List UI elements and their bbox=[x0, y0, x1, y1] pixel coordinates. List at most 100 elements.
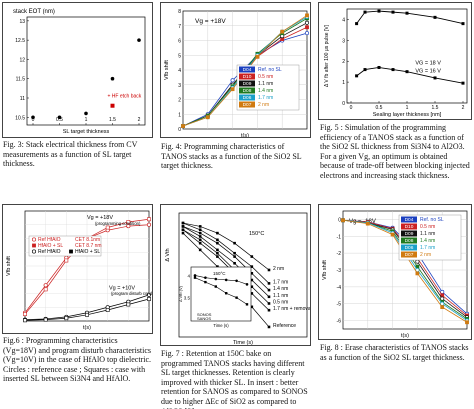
fig4-legend-key bbox=[239, 101, 255, 108]
fig5-ytick-label: 4 bbox=[342, 17, 345, 23]
fig7-point bbox=[216, 265, 219, 268]
fig3-title: stack EOT (nm) bbox=[13, 9, 55, 15]
fig7-insert-point bbox=[193, 276, 197, 279]
fig6-caption: Fig.6 : Programming characteristics (Vg=… bbox=[3, 336, 152, 384]
fig5-point bbox=[461, 81, 465, 85]
fig7-point bbox=[267, 302, 271, 305]
fig7-point bbox=[216, 248, 219, 252]
fig3-plot-frame bbox=[26, 16, 146, 126]
fig3-xtick-label: 2 bbox=[138, 117, 141, 123]
fig4-legend-name: 1.7 nm bbox=[258, 95, 273, 101]
fig6-chart: Vfb shift t(s) Vg = +18V(programming condi… bbox=[6, 210, 152, 331]
fig7-insert-point bbox=[204, 280, 207, 284]
fig7-point bbox=[267, 288, 271, 292]
fig3-xtick-label: 0 bbox=[32, 117, 35, 123]
fig7-plot-frame bbox=[178, 212, 308, 338]
fig6-point bbox=[126, 302, 131, 307]
fig7-insert-point bbox=[235, 279, 238, 283]
fig7-point bbox=[250, 278, 254, 282]
fig6-legend-box bbox=[28, 235, 102, 257]
fig4-point bbox=[255, 54, 260, 59]
fig3-ytick-label: 12 bbox=[19, 57, 25, 63]
fig3-point bbox=[137, 38, 141, 42]
fig6-panel: Vfb shift t(s) Vg = +18V (programming condi… bbox=[2, 204, 153, 334]
fig7-insert-ytick-label: 4 bbox=[187, 273, 190, 278]
fig4-legend-code: D09 bbox=[243, 81, 252, 87]
fig6-point bbox=[64, 316, 69, 321]
fig6-legend-name: HfAlO + SL bbox=[38, 243, 63, 249]
fig6-point bbox=[85, 312, 89, 317]
fig7-insert-ylabel: Δ Vfb (V) bbox=[178, 285, 183, 302]
fig3-xtick-label: 0.5 bbox=[56, 117, 63, 123]
fig7-insert-point bbox=[214, 277, 218, 281]
fig7-xlabel: Time (s) bbox=[233, 340, 253, 346]
fig7-series-line bbox=[182, 222, 270, 284]
fig7-series-line bbox=[182, 222, 270, 271]
fig6-point bbox=[23, 312, 27, 317]
fig5-chart: 0 1 2 3 4 0 0.5 1 1.5 2 Sealing layer thickness [n… bbox=[324, 8, 468, 118]
fig7-caption: Fig. 7 : Retention at 150C bake on progr… bbox=[161, 349, 308, 409]
fig7-point bbox=[250, 305, 254, 309]
fig8-legend-name: 0.5 nm bbox=[420, 224, 435, 230]
fig8-legend-code: D10 bbox=[405, 224, 414, 230]
fig8-point bbox=[415, 271, 420, 276]
fig8-legend-code: D09 bbox=[405, 231, 414, 237]
fig8-ylabel: Vfb shift bbox=[322, 260, 328, 280]
fig4-ytick-label: 1 bbox=[178, 112, 181, 118]
fig8-legend-code: D08 bbox=[405, 238, 414, 244]
fig7-point bbox=[216, 255, 219, 258]
fig4-legend-name: 2 nm bbox=[258, 102, 269, 108]
fig7-point bbox=[198, 228, 202, 232]
fig6-point bbox=[147, 217, 151, 222]
fig7-series-label: 1.1 nm bbox=[273, 293, 288, 299]
fig8-ytick-label: -2 bbox=[337, 251, 342, 257]
fig3-ytick-label: 13 bbox=[19, 19, 25, 25]
fig7-point bbox=[267, 268, 271, 272]
fig8-ytick-label: -1 bbox=[337, 234, 342, 240]
fig7-point bbox=[198, 225, 202, 228]
fig7-series-label: 1.7 nm bbox=[273, 279, 288, 285]
fig7-insert-legend-sonos: SONOS bbox=[197, 312, 212, 317]
fig7-point bbox=[181, 231, 185, 235]
fig7-insert-point bbox=[225, 292, 228, 295]
fig4-point bbox=[304, 20, 310, 25]
fig7-point bbox=[250, 265, 254, 268]
fig5-point bbox=[363, 10, 367, 14]
fig6-annot-vg10: Vg = +10V bbox=[109, 285, 135, 291]
fig3-xtick-label: 1 bbox=[85, 117, 88, 123]
fig6-legend-marker bbox=[32, 243, 36, 248]
fig4-ytick-label: 5 bbox=[178, 53, 181, 59]
fig5-point bbox=[461, 22, 465, 26]
fig4-point bbox=[280, 29, 285, 34]
fig8-point bbox=[341, 218, 345, 223]
fig7-point bbox=[233, 261, 236, 265]
fig7-insert-point bbox=[193, 274, 197, 277]
fig8-ytick-label: -4 bbox=[337, 285, 342, 291]
fig4-point bbox=[230, 87, 235, 92]
fig6-legend-marker bbox=[31, 249, 37, 254]
fig7-point bbox=[267, 282, 271, 285]
fig5-point bbox=[433, 76, 437, 80]
fig5-ytick-label: 0 bbox=[342, 101, 345, 107]
fig4-legend-key bbox=[239, 73, 255, 80]
fig8-point bbox=[365, 221, 370, 226]
fig7-series-label: Reference bbox=[273, 323, 296, 329]
fig7-series-label: 1.7 nm + removal bbox=[273, 306, 311, 312]
fig7-insert-line bbox=[194, 275, 248, 285]
fig5-ytick-label: 2 bbox=[342, 59, 345, 65]
fig3-point bbox=[110, 76, 115, 81]
fig4-legend-name: 0.5 nm bbox=[258, 74, 273, 80]
fig3-ytick-label: 12.5 bbox=[15, 38, 25, 44]
fig6-annot-prog: (programming condition) bbox=[95, 221, 141, 226]
fig8-legend-code: D07 bbox=[405, 252, 414, 258]
fig3-point bbox=[31, 115, 35, 120]
fig5-ytick-label: 3 bbox=[342, 38, 345, 44]
fig5-xtick-label: 0.5 bbox=[376, 105, 383, 111]
fig7-insert-point bbox=[245, 283, 249, 286]
fig5-ylabel: Δ V fb after 100 μs pulse [V] bbox=[324, 24, 330, 87]
fig7-point bbox=[267, 325, 271, 329]
fig8-ytick-label: 0 bbox=[338, 217, 341, 223]
fig8-legend-name: 2 nm bbox=[420, 252, 431, 258]
fig7-point bbox=[267, 295, 271, 299]
